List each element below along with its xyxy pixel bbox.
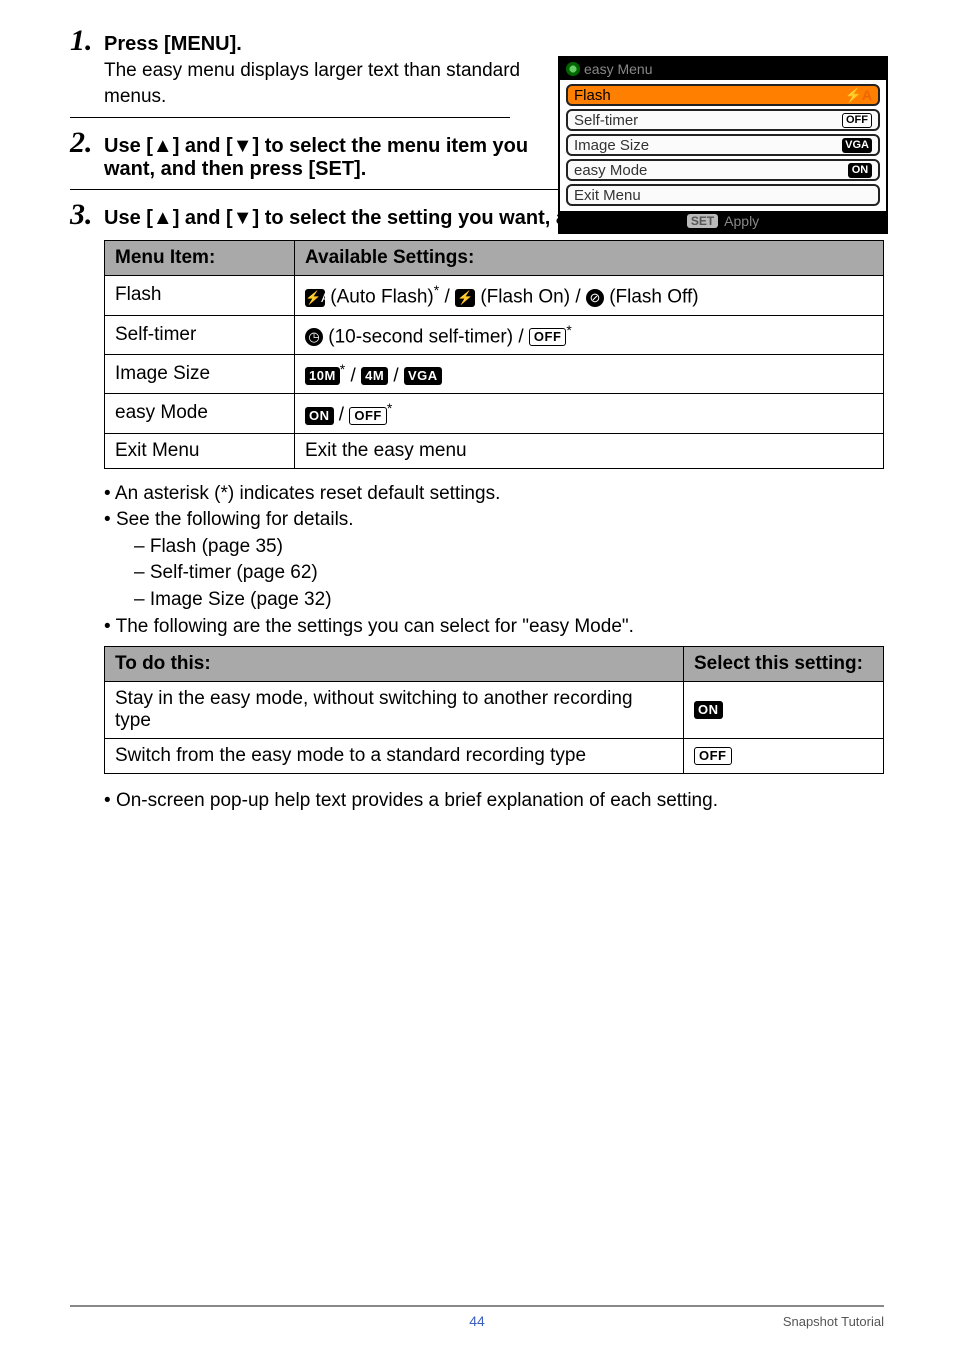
row-selftimer-value: ◷ (10-second self-timer) / OFF* bbox=[295, 315, 884, 354]
row-selftimer-label: Self-timer bbox=[105, 315, 295, 354]
todo-header-action: To do this: bbox=[105, 647, 684, 682]
list-item: Flash (page 35) bbox=[104, 534, 884, 561]
flash-on-icon: ⚡ bbox=[455, 289, 475, 307]
row-imagesize-value: 10M* / 4M / VGA bbox=[295, 354, 884, 393]
text: / bbox=[334, 405, 350, 426]
step-1-body: The easy menu displays larger text than … bbox=[104, 58, 544, 109]
cam-footer-apply: Apply bbox=[724, 213, 759, 229]
page-footer: 44 Snapshot Tutorial bbox=[0, 1305, 954, 1329]
chip-10m: 10M bbox=[305, 367, 340, 385]
table-row: Stay in the easy mode, without switching… bbox=[105, 682, 884, 739]
todo-r1-text: Stay in the easy mode, without switching… bbox=[105, 682, 684, 739]
settings-table: Menu Item: Available Settings: Flash ⚡A … bbox=[104, 240, 884, 468]
row-flash-label: Flash bbox=[105, 276, 295, 315]
text: / bbox=[388, 365, 404, 386]
todo-r2-text: Switch from the easy mode to a standard … bbox=[105, 739, 684, 774]
on-chip: ON bbox=[694, 701, 723, 719]
cam-row-imagesize[interactable]: Image Size VGA bbox=[566, 134, 880, 156]
todo-r2-chip-cell: OFF bbox=[684, 739, 884, 774]
cam-row-label: Image Size bbox=[574, 137, 649, 154]
off-chip: OFF bbox=[842, 113, 872, 128]
cam-row-label: Self-timer bbox=[574, 112, 638, 129]
step-3-num: 3. bbox=[70, 198, 104, 232]
text: / bbox=[345, 365, 361, 386]
row-exit-value: Exit the easy menu bbox=[295, 433, 884, 468]
off-chip: OFF bbox=[529, 328, 567, 346]
cam-menu-header: easy Menu bbox=[560, 58, 886, 80]
settings-table-wrap: Menu Item: Available Settings: Flash ⚡A … bbox=[104, 240, 884, 814]
divider bbox=[70, 117, 510, 118]
step-2-num: 2. bbox=[70, 126, 104, 160]
list-item: On-screen pop-up help text provides a br… bbox=[104, 788, 884, 815]
row-imagesize-label: Image Size bbox=[105, 354, 295, 393]
row-easymode-value: ON / OFF* bbox=[295, 394, 884, 433]
on-chip: ON bbox=[305, 407, 334, 425]
list-item: An asterisk (*) indicates reset default … bbox=[104, 481, 884, 508]
footer-section-title: Snapshot Tutorial bbox=[764, 1314, 884, 1329]
text: (10-second self-timer) / bbox=[323, 326, 529, 347]
table-row: Switch from the easy mode to a standard … bbox=[105, 739, 884, 774]
list-item: Image Size (page 32) bbox=[104, 587, 884, 614]
notes-list: An asterisk (*) indicates reset default … bbox=[104, 481, 884, 641]
table-row: Image Size 10M* / 4M / VGA bbox=[105, 354, 884, 393]
todo-r1-chip-cell: ON bbox=[684, 682, 884, 739]
todo-header-setting: Select this setting: bbox=[684, 647, 884, 682]
chip-vga: VGA bbox=[404, 367, 442, 385]
asterisk: * bbox=[387, 400, 392, 416]
cam-row-flash[interactable]: Flash ⚡A bbox=[566, 84, 880, 106]
off-chip: OFF bbox=[349, 407, 387, 425]
cam-menu-footer: SET Apply bbox=[560, 211, 886, 232]
table-row: Self-timer ◷ (10-second self-timer) / OF… bbox=[105, 315, 884, 354]
row-easymode-label: easy Mode bbox=[105, 394, 295, 433]
cam-row-label: Flash bbox=[574, 87, 611, 104]
easy-mode-table: To do this: Select this setting: Stay in… bbox=[104, 646, 884, 774]
flash-off-icon: ⊘ bbox=[586, 289, 604, 307]
cam-row-label: Exit Menu bbox=[574, 187, 641, 204]
camera-menu-screenshot: easy Menu Flash ⚡A Self-timer OFF Image … bbox=[558, 56, 888, 234]
list-item: Self-timer (page 62) bbox=[104, 560, 884, 587]
vga-chip: VGA bbox=[842, 138, 872, 153]
on-chip: ON bbox=[848, 163, 872, 178]
off-chip: OFF bbox=[694, 747, 732, 765]
row-exit-label: Exit Menu bbox=[105, 433, 295, 468]
cam-row-easymode[interactable]: easy Mode ON bbox=[566, 159, 880, 181]
text: (Auto Flash) bbox=[325, 287, 434, 308]
cam-row-exit[interactable]: Exit Menu bbox=[566, 184, 880, 206]
text: (Flash Off) bbox=[604, 287, 699, 308]
cam-menu-body: Flash ⚡A Self-timer OFF Image Size VGA e… bbox=[560, 80, 886, 211]
step-2-title: Use [▲] and [▼] to select the menu item … bbox=[104, 135, 544, 181]
asterisk: * bbox=[566, 322, 571, 338]
flash-auto-icon: ⚡A bbox=[844, 87, 872, 104]
table-row: Flash ⚡A (Auto Flash)* / ⚡ (Flash On) / … bbox=[105, 276, 884, 315]
cam-menu-title: easy Menu bbox=[584, 61, 652, 77]
auto-flash-icon: ⚡A bbox=[305, 289, 325, 307]
list-item: The following are the settings you can s… bbox=[104, 614, 884, 641]
step-1-num: 1. bbox=[70, 24, 104, 58]
settings-header-available: Available Settings: bbox=[295, 241, 884, 276]
cam-row-selftimer[interactable]: Self-timer OFF bbox=[566, 109, 880, 131]
page-number: 44 bbox=[190, 1313, 764, 1329]
text: / bbox=[439, 287, 455, 308]
list-item: See the following for details. bbox=[104, 507, 884, 534]
text: (Flash On) / bbox=[475, 287, 586, 308]
timer-icon: ◷ bbox=[305, 328, 323, 346]
row-flash-value: ⚡A (Auto Flash)* / ⚡ (Flash On) / ⊘ (Fla… bbox=[295, 276, 884, 315]
settings-header-menuitem: Menu Item: bbox=[105, 241, 295, 276]
table-row: easy Mode ON / OFF* bbox=[105, 394, 884, 433]
cam-row-label: easy Mode bbox=[574, 162, 647, 179]
set-badge: SET bbox=[687, 214, 718, 228]
table-row: Exit Menu Exit the easy menu bbox=[105, 433, 884, 468]
after-note: On-screen pop-up help text provides a br… bbox=[104, 788, 884, 815]
easy-menu-icon bbox=[566, 62, 580, 76]
chip-4m: 4M bbox=[361, 367, 388, 385]
step-1-title: Press [MENU]. bbox=[104, 33, 242, 56]
